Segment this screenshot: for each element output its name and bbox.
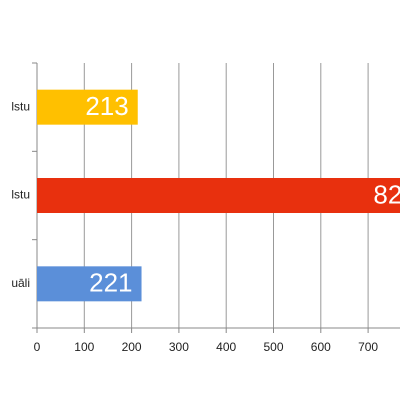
- x-tick-label: 700: [358, 340, 378, 354]
- x-tick-label: 500: [263, 340, 283, 354]
- x-tick-label: 400: [216, 340, 236, 354]
- x-tick-label: 300: [169, 340, 189, 354]
- y-tick-label: lstu: [11, 99, 30, 113]
- x-tick-label: 0: [34, 340, 41, 354]
- value-label: 213: [85, 91, 128, 121]
- x-tick-label: 100: [74, 340, 94, 354]
- value-label: 822: [373, 179, 400, 209]
- bar: [37, 178, 400, 213]
- y-tick-label: lstu: [11, 188, 30, 202]
- x-tick-label: 600: [311, 340, 331, 354]
- y-tick-label: uāli: [11, 276, 30, 290]
- x-tick-label: 200: [122, 340, 142, 354]
- value-label: 221: [89, 268, 132, 298]
- bar: [37, 266, 142, 302]
- bar: [37, 89, 138, 125]
